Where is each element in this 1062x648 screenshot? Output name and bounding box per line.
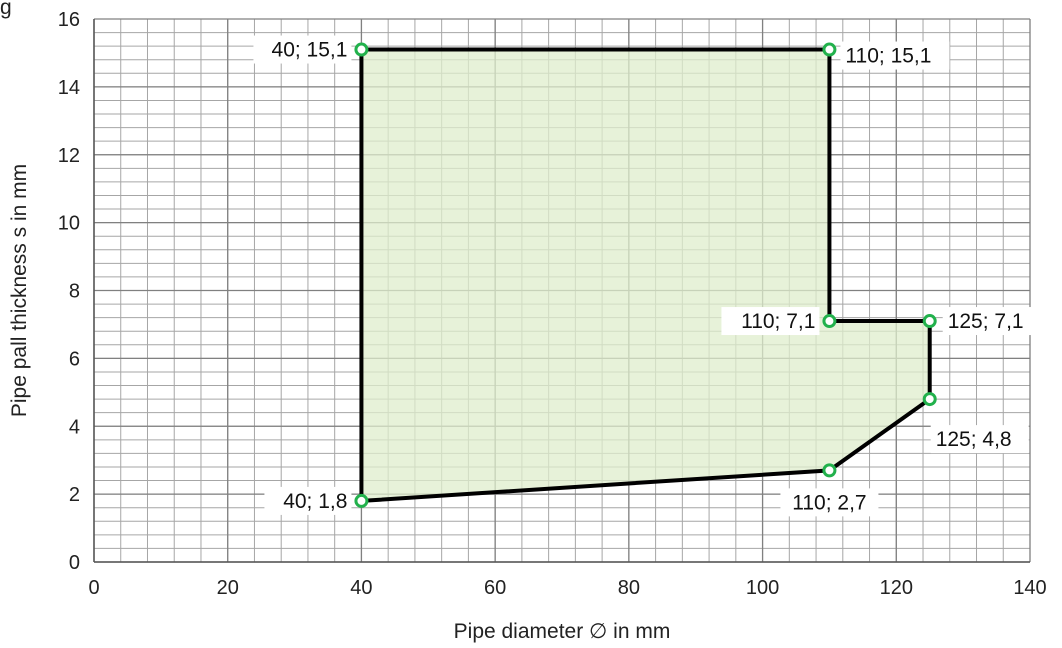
x-tick-label: 60 [484,577,506,599]
x-tick-label: 40 [350,577,372,599]
y-tick-labels: 0 2 4 6 8 10 12 14 16 [58,9,80,574]
point-label-bg [253,35,352,64]
point-label-bg [721,307,820,336]
x-axis-title: Pipe diameter ∅ in mm [454,620,671,643]
x-tick-label: 120 [880,577,913,599]
y-tick-label: 10 [58,213,80,235]
point-label-bg [264,486,352,515]
area-outline [359,47,932,504]
point-label-bg [942,307,1041,336]
y-tick-label: 8 [69,281,80,303]
data-point-marker [822,42,837,57]
area-fill [361,49,930,501]
point-label: 110; 2,7 [792,491,866,514]
y-tick-label: 4 [69,416,80,438]
point-label-bg [930,425,1029,454]
corner-text: g [0,0,12,19]
x-tick-label: 140 [1013,577,1046,599]
data-point-marker [354,493,369,508]
y-axis-title: Pipe pall thickness s in mm [8,164,31,417]
x-tick-label: 0 [88,577,99,599]
x-tick-label: 80 [618,577,640,599]
data-point-marker [922,314,937,329]
point-label: 110; 15,1 [845,45,931,68]
data-point-marker [922,392,937,407]
feasible-area [359,47,932,504]
y-tick-label: 2 [69,484,80,506]
data-point-marker [822,463,837,478]
x-tick-labels: 0 20 40 60 80 100 120 140 [88,577,1046,599]
y-tick-label: 0 [69,552,80,574]
y-tick-label: 12 [58,145,80,167]
data-markers [354,42,937,508]
point-labels: 40; 1,8 110; 2,7 125; 4,8 125; 7,1 110; 7,1 1… [253,35,1041,517]
point-label: 125; 7,1 [948,310,1024,333]
x-tick-label: 20 [217,577,239,599]
y-tick-label: 6 [69,348,80,370]
data-point-marker [354,42,369,57]
y-tick-label: 16 [58,9,80,31]
point-label: 125; 4,8 [936,428,1012,451]
point-label-bg [780,488,879,517]
y-tick-label: 14 [58,77,80,99]
point-label-bg [840,41,950,70]
point-label: 40; 1,8 [283,490,347,513]
point-label: 110; 7,1 [741,310,815,333]
x-tick-label: 100 [746,577,779,599]
data-point-marker [822,314,837,329]
point-label: 40; 15,1 [272,39,348,62]
